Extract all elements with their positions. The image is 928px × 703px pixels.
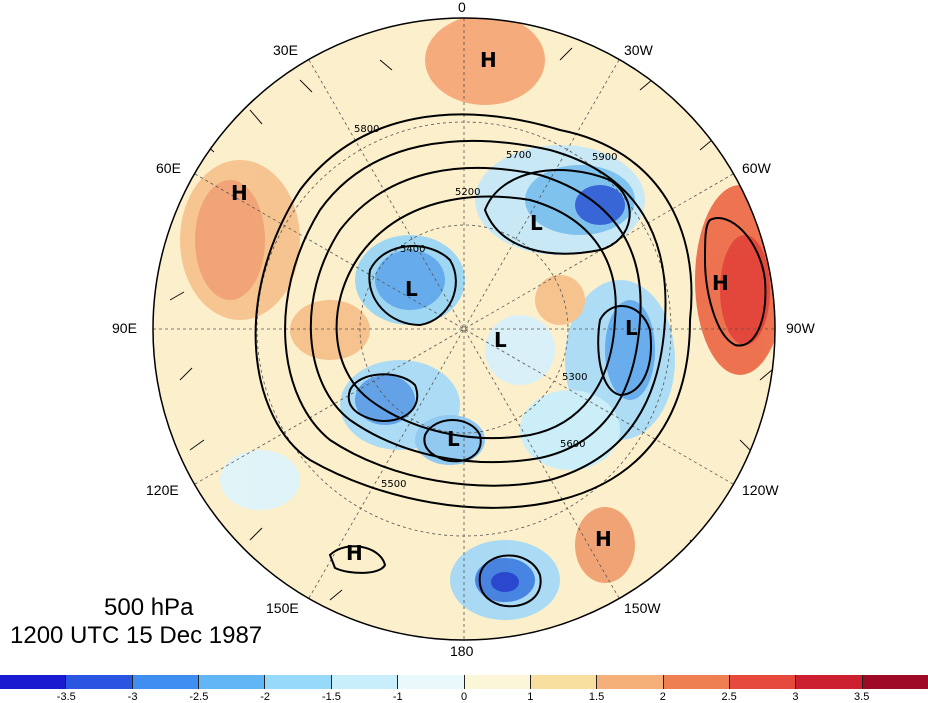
colorbar-tick-label: 3 [792, 691, 799, 703]
low-center-hudson: L [625, 316, 638, 340]
contour-label: 5200 [455, 187, 480, 198]
lon-label-150e: 150E [266, 600, 299, 616]
caption-level: 500 hPa [104, 594, 194, 621]
colorbar-tick-label: 2 [659, 691, 666, 703]
lon-label-90e: 90E [112, 320, 137, 336]
colorbar-cell [0, 675, 67, 689]
caption-time: 1200 UTC 15 Dec 1987 [10, 622, 263, 649]
lon-label-60e: 60E [156, 160, 181, 176]
colorbar-tick-label: -1.5 [321, 691, 341, 703]
lon-label-0: 0 [458, 0, 466, 15]
colorbar-cell [663, 675, 730, 689]
pressure-centers: H H H H H L L L L L [231, 48, 729, 565]
map-border [152, 17, 776, 641]
colorbar-cell [331, 675, 399, 689]
colorbar-tick-label: -3.5 [56, 691, 76, 703]
colorbar-cell [729, 675, 797, 689]
high-center-north-atlantic: H [480, 48, 497, 72]
low-center-east-siberia: L [447, 427, 460, 451]
lon-label-60w: 60W [742, 160, 771, 176]
polar-map: H H H H H L L L L L 5800 5700 5600 5500 … [152, 17, 776, 641]
colorbar-tick-label: 1.5 [588, 691, 605, 703]
colorbar-cell [862, 675, 928, 689]
colorbar-tick-label: -2.5 [189, 691, 209, 703]
low-center-pole: L [494, 328, 507, 352]
lon-label-180: 180 [450, 643, 474, 659]
contour-label: 5300 [562, 372, 587, 383]
contour-label: 5700 [506, 150, 531, 161]
height-contours [254, 113, 767, 608]
high-center-pacific-east: H [595, 527, 612, 551]
colorbar-tick-label: -1 [392, 691, 403, 703]
contour-label: 5400 [400, 244, 425, 255]
colorbar-cell [66, 675, 133, 689]
colorbar-cell [132, 675, 200, 689]
contour-label: 5500 [381, 479, 406, 490]
contour-label: 5800 [354, 124, 379, 135]
colorbar-cell [398, 675, 465, 689]
colorbar [0, 675, 928, 689]
low-center-greenland: L [530, 211, 543, 235]
graticule [153, 18, 775, 640]
contour-labels: 5800 5700 5600 5500 5400 5300 5200 5900 [354, 124, 617, 490]
lon-label-120w: 120W [742, 482, 779, 498]
lon-label-150w: 150W [624, 600, 661, 616]
contour-label: 5900 [592, 152, 617, 163]
colorbar-tick-label: 1 [527, 691, 534, 703]
colorbar-cell [597, 675, 664, 689]
low-center-siberia: L [405, 277, 418, 301]
contour-label: 5600 [560, 439, 585, 450]
high-center-north-america: H [712, 271, 729, 295]
colorbar-tick-label: 0 [460, 691, 468, 703]
high-center-pacific-west: H [346, 541, 363, 565]
high-center-eurasia: H [231, 181, 248, 205]
lon-label-30w: 30W [624, 42, 653, 58]
colorbar-tick-label: -2 [260, 691, 271, 703]
colorbar-tick-label: 3.5 [854, 691, 870, 703]
colorbar-tick-label: -3 [127, 691, 138, 703]
colorbar-cell [265, 675, 332, 689]
colorbar-cell [796, 675, 863, 689]
colorbar-cell [199, 675, 266, 689]
colorbar-cell [530, 675, 598, 689]
lon-label-30e: 30E [273, 42, 298, 58]
lon-label-120e: 120E [146, 482, 179, 498]
anomaly-shading [180, 18, 775, 620]
colorbar-cell [464, 675, 531, 689]
colorbar-tick-label: 2.5 [721, 691, 737, 703]
lon-label-90w: 90W [786, 320, 815, 336]
